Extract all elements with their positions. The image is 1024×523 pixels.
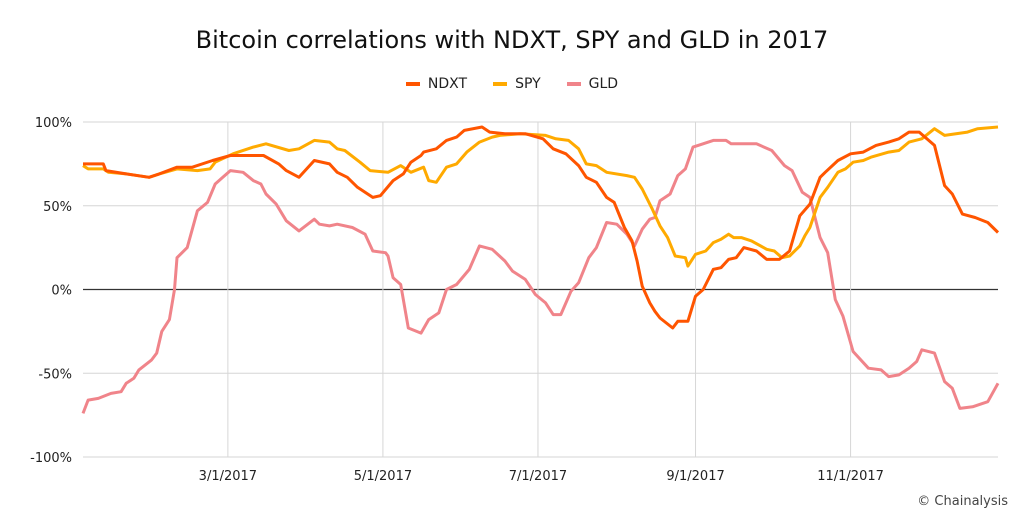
x-tick-label: 3/1/2017	[199, 469, 257, 484]
y-tick-label: 0%	[51, 284, 72, 299]
x-tick-label: 7/1/2017	[509, 469, 567, 484]
legend-item-gld: GLD	[566, 76, 619, 92]
chart-title: Bitcoin correlations with NDXT, SPY and …	[195, 26, 829, 54]
series-line-gld	[81, 138, 1000, 414]
grid	[83, 121, 998, 458]
legend-item-spy: SPY	[493, 76, 541, 92]
x-tick-label: 11/1/2017	[817, 469, 884, 484]
x-tick-label: 5/1/2017	[354, 469, 412, 484]
series-line-ndxt	[83, 125, 1000, 330]
x-tick-label: 9/1/2017	[666, 469, 724, 484]
y-tick-label: 50%	[43, 200, 72, 215]
y-tick-label: -50%	[38, 367, 72, 382]
legend-item-ndxt: NDXT	[405, 76, 468, 92]
y-axis-ticks: 100% 50% 0% -50% -100%	[30, 116, 72, 466]
y-tick-label: 100%	[35, 116, 72, 131]
x-axis-ticks: 3/1/2017 5/1/2017 7/1/2017 9/1/2017 11/1/201…	[199, 469, 884, 484]
copyright-text: © Chainalysis	[917, 494, 1008, 509]
legend-label-gld: GLD	[588, 76, 619, 92]
legend-swatch-gld	[566, 82, 581, 86]
legend: NDXT SPY GLD	[0, 76, 1024, 92]
series-line-spy	[82, 125, 999, 268]
legend-label-ndxt: NDXT	[427, 76, 468, 92]
legend-label-spy: SPY	[515, 76, 541, 92]
series-lines	[81, 125, 1000, 414]
legend-swatch-spy	[493, 82, 508, 86]
legend-swatch-ndxt	[405, 82, 420, 86]
y-tick-label: -100%	[30, 451, 72, 466]
